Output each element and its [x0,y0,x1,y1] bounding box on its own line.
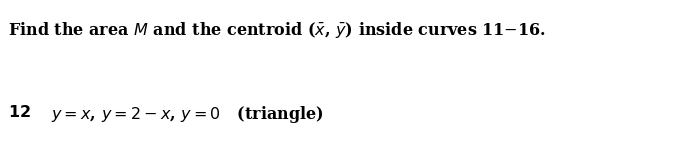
Text: $\mathbf{12}$: $\mathbf{12}$ [8,104,31,121]
Text: $y = x$, $y = 2-x$, $y = 0$   (triangle): $y = x$, $y = 2-x$, $y = 0$ (triangle) [51,104,324,125]
Text: Find the area $\mathit{M}$ and the centroid ($\bar{x}$, $\bar{y}$) inside curves: Find the area $\mathit{M}$ and the centr… [8,20,546,40]
